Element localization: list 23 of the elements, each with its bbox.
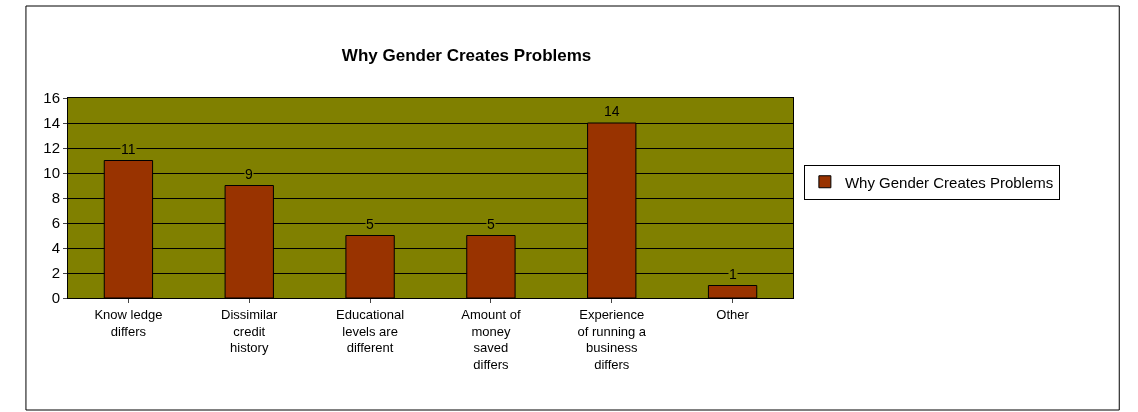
data-label: 5 (366, 216, 374, 232)
y-tick-label: 8 (51, 189, 60, 207)
y-tick-label: 12 (43, 139, 60, 157)
x-tick-label: Know ledge differs (94, 306, 163, 339)
data-label: 5 (487, 216, 495, 232)
x-tick-label: Experience of running a business differs (577, 306, 647, 373)
x-tick-label: Amount of money saved differs (461, 306, 521, 373)
x-tick-label: Dissimilar credit history (221, 306, 279, 356)
y-tick-label: 0 (51, 289, 60, 307)
data-label: 11 (121, 141, 136, 157)
data-label: 14 (604, 103, 620, 119)
data-label: 9 (245, 166, 253, 182)
y-tick-label: 2 (51, 264, 60, 282)
chart-title: Why Gender Creates Problems (341, 46, 592, 66)
x-tick-label: Other (716, 306, 750, 322)
y-tick-label: 6 (51, 214, 60, 232)
x-tick-label: Educational levels are different (336, 306, 405, 356)
data-label: 1 (729, 266, 737, 282)
y-tick-label: 4 (51, 239, 60, 257)
y-tick-label: 10 (43, 164, 60, 182)
legend-label: Why Gender Creates Problems (844, 173, 1054, 191)
y-tick-label: 16 (43, 89, 60, 107)
y-tick-label: 14 (43, 114, 60, 132)
